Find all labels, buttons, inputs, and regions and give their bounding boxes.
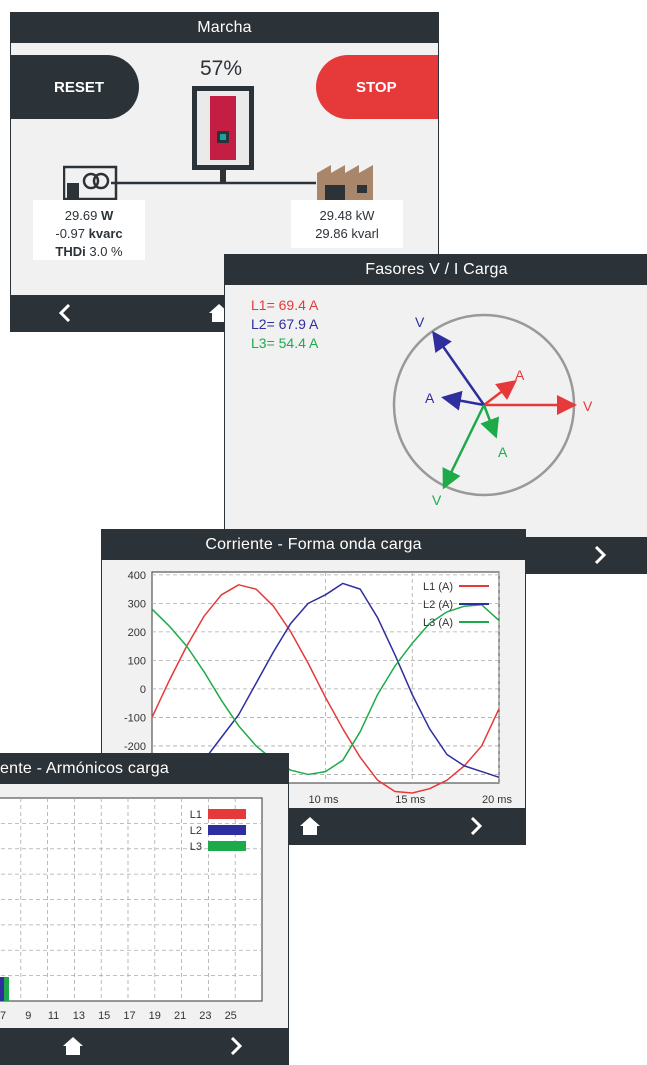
legend-label: L3 (A) xyxy=(423,617,453,629)
y-tick-label: -100 xyxy=(124,712,146,724)
reset-button[interactable]: RESET xyxy=(11,55,139,119)
phasor-v2 xyxy=(432,330,486,406)
harmonic-bar xyxy=(4,977,9,1001)
reactive-power-value: -0.97 xyxy=(55,226,86,241)
y-tick-label: 200 xyxy=(128,627,146,639)
panel-armonicos: ente - Armónicos carga 7 9 11 13 15 17 19 21 23 2… xyxy=(0,753,289,1065)
x-tick-label: 9 xyxy=(25,1010,31,1022)
phasor-label-i3: A xyxy=(498,444,508,460)
phasor-diagram: V A V A V A xyxy=(392,313,593,508)
load-reactive-power: 29.86 kvarl xyxy=(315,226,379,241)
phasor-i3 xyxy=(480,404,500,439)
y-tick-label: 300 xyxy=(128,598,146,610)
phasor-label-v1: V xyxy=(583,398,593,414)
x-tick-label: 19 xyxy=(149,1010,161,1022)
load-values-box: 29.48 kW 29.86 kvarl xyxy=(291,200,403,248)
thdi-label: THDi xyxy=(55,244,86,259)
phasor-v3 xyxy=(442,404,486,490)
connection-line xyxy=(111,181,316,185)
legend-label: L1 (A) xyxy=(423,581,453,593)
stop-button-label: STOP xyxy=(356,78,397,96)
series-line-l1a xyxy=(151,584,500,794)
phasor-i2 xyxy=(441,390,485,411)
nav-bar xyxy=(0,1028,288,1064)
legend-l2: L2= 67.9 A xyxy=(251,316,319,332)
legend-label: L2 (A) xyxy=(423,599,453,611)
panel-marcha: Marcha RESET STOP 57% 29.69 W -0.97 kvar… xyxy=(10,12,439,332)
legend-swatch xyxy=(208,809,246,819)
active-power-value: 29.69 xyxy=(64,208,98,223)
panel-title: Marcha xyxy=(11,13,438,43)
x-tick-label: 13 xyxy=(73,1010,85,1022)
panel-title: Fasores V / I Carga xyxy=(225,255,647,285)
y-tick-label: 0 xyxy=(140,684,146,696)
x-tick-label: 20 ms xyxy=(482,794,512,806)
chevron-right-icon[interactable] xyxy=(469,817,483,835)
load-percent: 57% xyxy=(199,57,243,80)
legend-label: L2 xyxy=(190,825,202,837)
chevron-left-icon[interactable] xyxy=(58,304,72,322)
phasor-label-v3: V xyxy=(432,492,442,508)
x-tick-label: 7 xyxy=(0,1010,6,1022)
grid-values-box: 29.69 W -0.97 kvarc THDi 3.0 % xyxy=(33,200,145,260)
panel-title: Corriente - Forma onda carga xyxy=(102,530,525,560)
stop-button[interactable]: STOP xyxy=(316,55,438,119)
harmonic-bar xyxy=(0,977,4,1001)
phasor-label-i2: A xyxy=(425,390,435,406)
series-line-l3a xyxy=(151,604,500,776)
x-tick-label: 17 xyxy=(123,1010,135,1022)
legend-swatch xyxy=(208,841,246,851)
harmonics-chart: 7 9 11 13 15 17 19 21 23 25 L1 L2 L3 xyxy=(0,797,263,1022)
legend-label: L3 xyxy=(190,841,202,853)
y-tick-label: -200 xyxy=(124,741,146,753)
phasor-legend: L1= 69.4 A L2= 67.9 A L3= 54.4 A xyxy=(251,296,318,353)
x-tick-label: 11 xyxy=(48,1010,59,1022)
series-line-l2a xyxy=(151,582,500,799)
reactive-power-unit: kvarc xyxy=(88,226,123,241)
x-tick-label: 15 xyxy=(98,1010,110,1022)
legend-l1: L1= 69.4 A xyxy=(251,297,319,313)
thdi-value: 3.0 % xyxy=(89,244,123,259)
y-tick-label: 400 xyxy=(128,570,146,582)
inverter-icon xyxy=(192,86,254,182)
x-tick-label: 10 ms xyxy=(309,794,339,806)
x-tick-label: 23 xyxy=(199,1010,211,1022)
legend-label: L1 xyxy=(190,809,202,821)
phasor-i1 xyxy=(483,379,517,406)
home-icon[interactable] xyxy=(299,816,321,836)
panel-title-text: ente - Armónicos carga xyxy=(0,760,169,777)
panel-fasores: Fasores V / I Carga L1= 69.4 A L2= 67.9 … xyxy=(224,254,647,574)
x-tick-label: 15 ms xyxy=(395,794,425,806)
legend-swatch xyxy=(208,825,246,835)
load-active-power: 29.48 kW xyxy=(319,208,375,223)
x-tick-label: 25 xyxy=(225,1010,237,1022)
transformer-icon xyxy=(63,165,118,201)
phasor-label-i1: A xyxy=(515,367,525,383)
x-tick-label: 21 xyxy=(174,1010,186,1022)
active-power-unit: W xyxy=(100,208,114,223)
reset-button-label: RESET xyxy=(53,78,104,96)
panel-title: ente - Armónicos carga xyxy=(0,754,288,784)
chevron-right-icon[interactable] xyxy=(229,1037,243,1055)
y-tick-label: 100 xyxy=(128,655,146,667)
home-icon[interactable] xyxy=(62,1036,84,1056)
legend-l3: L3= 54.4 A xyxy=(251,335,319,351)
chevron-right-icon[interactable] xyxy=(593,546,607,564)
phasor-label-v2: V xyxy=(415,314,425,330)
